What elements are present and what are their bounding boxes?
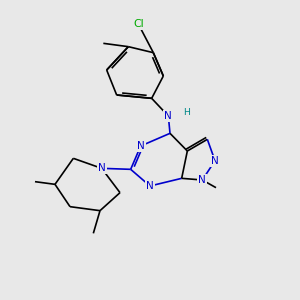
Text: N: N xyxy=(137,141,145,151)
Text: N: N xyxy=(164,111,172,121)
Text: N: N xyxy=(146,181,154,191)
Text: Cl: Cl xyxy=(133,19,144,29)
Text: N: N xyxy=(199,175,206,185)
Text: N: N xyxy=(211,156,219,166)
Text: N: N xyxy=(98,163,106,173)
Text: H: H xyxy=(183,108,190,117)
